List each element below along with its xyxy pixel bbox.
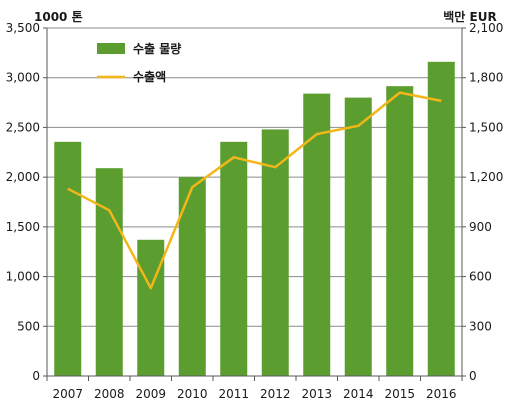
legend: 수출 물량 수출액: [97, 41, 181, 84]
left-tick-label: 500: [17, 319, 40, 333]
right-tick-label: 1,500: [469, 120, 503, 134]
x-tick-label: 2008: [94, 387, 125, 401]
right-tick-label: 1,800: [469, 71, 503, 85]
x-axis-tick-labels: 2007 2008 2009 2010 2011 2012 2013 2014 2015 2016: [52, 387, 456, 401]
legend-bar-swatch: [97, 43, 125, 54]
bar-2011: [220, 141, 248, 376]
x-tick-label: 2007: [52, 387, 83, 401]
right-tick-label: 300: [469, 319, 492, 333]
right-tick-label: 900: [469, 220, 492, 234]
x-tick-label: 2014: [343, 387, 374, 401]
left-tick-label: 0: [32, 369, 40, 383]
right-tick-label: 1,200: [469, 170, 503, 184]
left-tick-label: 1,500: [6, 220, 40, 234]
bar-2016: [427, 61, 455, 376]
left-axis-tick-labels: 0 500 1,000 1,500 2,000 2,500 3,000 3,500: [6, 21, 40, 383]
x-tick-label: 2012: [260, 387, 291, 401]
x-tick-label: 2013: [301, 387, 332, 401]
bar-2014: [344, 97, 372, 376]
left-tick-label: 3,000: [6, 71, 40, 85]
bar-2009: [137, 239, 165, 376]
x-tick-label: 2015: [384, 387, 415, 401]
x-tick-label: 2016: [426, 387, 457, 401]
bar-2015: [386, 86, 414, 376]
left-axis-unit-label: 1000 톤: [34, 10, 83, 24]
x-tick-label: 2010: [177, 387, 208, 401]
bar-2008: [95, 168, 123, 376]
axes: [43, 27, 466, 381]
right-tick-label: 0: [469, 369, 477, 383]
line-series-export-value: [67, 91, 442, 290]
left-tick-label: 2,000: [6, 170, 40, 184]
right-axis-unit-label: 백만 EUR: [443, 9, 496, 24]
x-tick-label: 2009: [135, 387, 166, 401]
bar-series: [54, 61, 455, 376]
bar-2012: [261, 129, 289, 376]
legend-bar-label: 수출 물량: [133, 41, 181, 56]
x-tick-label: 2011: [218, 387, 249, 401]
left-tick-label: 1,000: [6, 270, 40, 284]
right-tick-label: 2,100: [469, 21, 503, 35]
right-axis-tick-labels: 0 300 600 900 1,200 1,500 1,800 2,100: [469, 21, 503, 383]
bar-2013: [303, 93, 331, 376]
right-tick-label: 600: [469, 270, 492, 284]
legend-line-label: 수출액: [133, 69, 166, 84]
left-tick-label: 3,500: [6, 21, 40, 35]
left-tick-label: 2,500: [6, 120, 40, 134]
bar-2007: [54, 141, 82, 376]
